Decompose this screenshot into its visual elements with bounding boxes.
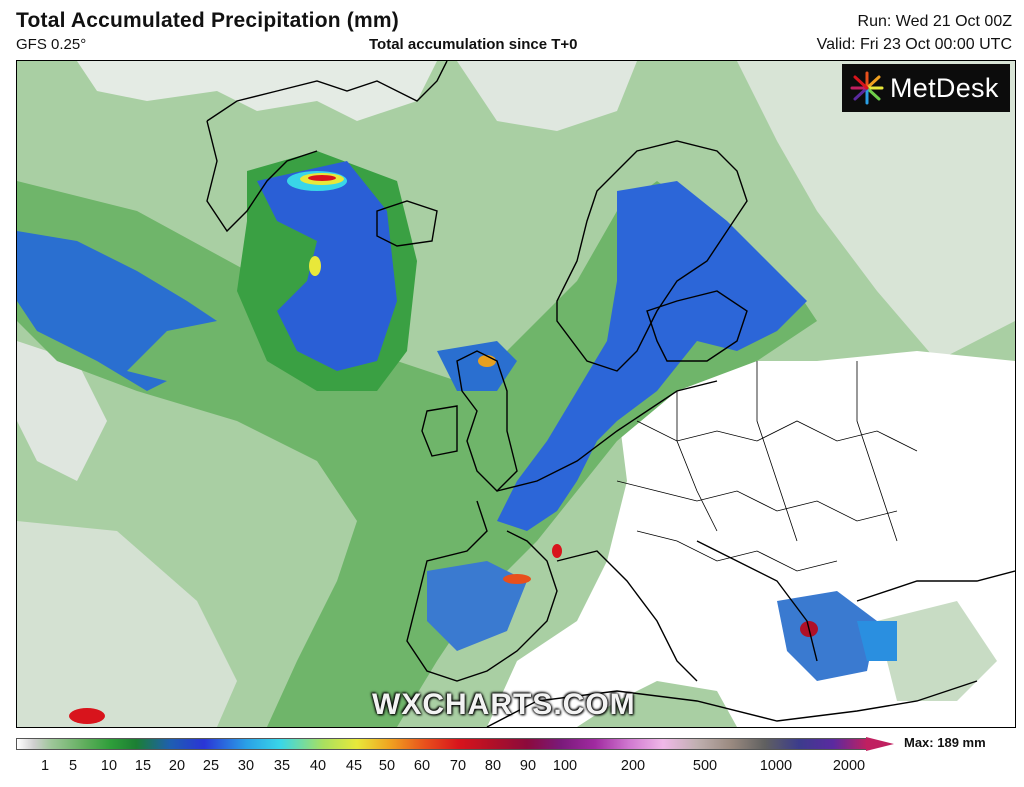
ireland-coast [421, 405, 458, 457]
iberia-coast [406, 500, 558, 682]
atlantic-south-light-patch [17, 521, 237, 727]
russia-light-patch [737, 61, 1015, 361]
scale-tick: 25 [202, 758, 220, 774]
border-line-2 [616, 480, 898, 522]
yellow-core-low [309, 256, 321, 276]
scotland-blue [437, 341, 517, 391]
scandinavia-coast [556, 140, 748, 372]
valid-time: Valid: Fri 23 Oct 00:00 UTC [816, 36, 1012, 53]
finland-coast [646, 290, 748, 362]
italy-coast [556, 550, 698, 682]
north-africa-coast [486, 680, 978, 727]
turkey-coast [856, 570, 1015, 602]
iberia-blue [427, 561, 527, 651]
precip-color-scale [16, 738, 868, 750]
scale-tick: 100 [552, 758, 578, 774]
scale-tick: 1000 [759, 758, 793, 774]
scale-tick: 30 [237, 758, 255, 774]
scale-tick: 10 [100, 758, 118, 774]
scale-tick: 60 [413, 758, 431, 774]
scale-tick: 80 [484, 758, 502, 774]
scale-tick: 15 [134, 758, 152, 774]
run-time: Run: Wed 21 Oct 00Z [857, 13, 1012, 30]
scale-tick: 90 [519, 758, 537, 774]
iceland-low-blue [257, 161, 397, 371]
scale-tick: 40 [309, 758, 327, 774]
aegean-blue [857, 621, 897, 661]
scale-tick: 1 [40, 758, 50, 774]
iceland-coast [376, 200, 438, 247]
scale-tick: 45 [345, 758, 363, 774]
atlantic-west-light-patch [17, 341, 107, 481]
scale-tick-labels: 1 5 10 15 20 25 30 35 40 45 50 60 70 80 … [0, 758, 1024, 778]
balkans-coast [696, 540, 818, 662]
greenland-east-coast [206, 120, 318, 233]
atlantic-blue-band [17, 231, 217, 391]
red-core-north [308, 175, 336, 181]
model-label: GFS 0.25° [16, 36, 87, 53]
border-line-3 [636, 530, 838, 572]
scale-tick: 50 [378, 758, 396, 774]
border-line-5 [756, 361, 798, 542]
scale-tick: 200 [620, 758, 646, 774]
border-line-4 [676, 391, 718, 532]
scale-tick: 500 [692, 758, 718, 774]
border-line-1 [636, 420, 918, 452]
map-canvas [17, 61, 1015, 727]
sw-corner-hotspot [69, 708, 105, 724]
scale-tick: 5 [68, 758, 78, 774]
arctic-light-patch [77, 61, 437, 121]
britain-coast [456, 350, 518, 492]
metdesk-logo: MetDesk [842, 64, 1010, 112]
barents-light-patch [457, 61, 637, 131]
country-borders [616, 361, 918, 572]
accumulation-subtitle: Total accumulation since T+0 [369, 36, 578, 53]
wxcharts-watermark: WXCHARTS.COM [372, 688, 636, 721]
border-line-6 [856, 361, 898, 542]
scale-tick: 35 [273, 758, 291, 774]
scale-max-arrow-icon [866, 737, 894, 751]
scale-tick: 70 [449, 758, 467, 774]
precipitation-map[interactable] [16, 60, 1016, 728]
metdesk-logo-text: MetDesk [890, 72, 999, 103]
scale-tick: 2000 [832, 758, 866, 774]
iberia-hotspot [503, 574, 531, 584]
chart-title: Total Accumulated Precipitation (mm) [16, 9, 399, 32]
scandinavia-blue-band [497, 181, 807, 531]
scotland-hotspot [478, 355, 496, 367]
greenland-coast [206, 61, 448, 122]
levant-light-patch [877, 601, 997, 701]
metdesk-star-logo-icon [850, 71, 884, 105]
max-value-label: Max: 189 mm [904, 735, 986, 750]
scale-tick: 20 [168, 758, 186, 774]
pyrenees-hotspot [552, 544, 562, 558]
